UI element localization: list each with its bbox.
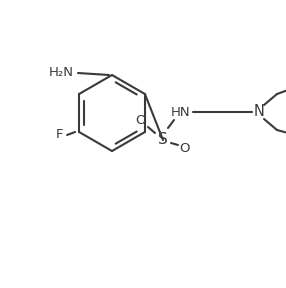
Text: O: O: [136, 113, 146, 126]
Text: S: S: [158, 132, 168, 147]
Text: O: O: [180, 141, 190, 154]
Text: N: N: [254, 105, 265, 120]
Text: F: F: [55, 128, 63, 141]
Text: HN: HN: [171, 105, 191, 118]
Text: H₂N: H₂N: [49, 67, 74, 79]
